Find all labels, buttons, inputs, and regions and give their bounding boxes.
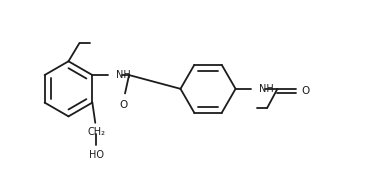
Text: NH: NH [259,84,274,94]
Text: NH: NH [116,70,131,80]
Text: CH₂: CH₂ [87,127,105,137]
Text: O: O [301,86,309,96]
Text: HO: HO [89,150,103,160]
Text: O: O [119,100,127,110]
